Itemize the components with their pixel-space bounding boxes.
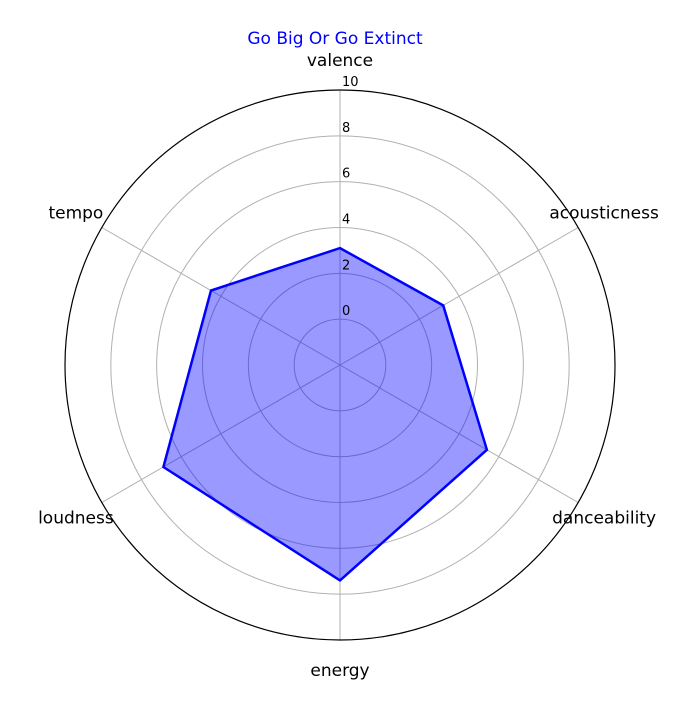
series-polygon (161, 246, 489, 582)
r-tick-label: 2 (342, 258, 350, 273)
tick-layer: 0 2 4 6 8 10 (342, 75, 359, 319)
category-label-danceability: danceability (552, 509, 656, 529)
category-label-tempo: tempo (48, 204, 103, 224)
polar-frame (64, 89, 616, 641)
chart-title: Go Big Or Go Extinct (247, 29, 423, 49)
category-label-loudness: loudness (38, 509, 114, 529)
series-layer (161, 246, 489, 582)
r-tick-label: 4 (342, 213, 350, 228)
grid-spoke (101, 364, 341, 503)
r-tick-label: 0 (342, 304, 350, 319)
category-label-energy: energy (310, 661, 369, 681)
category-label-valence: valence (307, 51, 373, 71)
r-tick-label: 10 (342, 75, 359, 90)
r-tick-label: 8 (342, 121, 350, 136)
grid-spoke (101, 227, 341, 366)
category-label-acousticness: acousticness (549, 204, 659, 224)
grid-layer (64, 89, 616, 641)
grid-spoke (339, 227, 579, 366)
r-tick-label: 6 (342, 167, 350, 182)
label-layer: valence acousticness danceability energy lou… (38, 51, 659, 681)
grid-spoke (339, 364, 579, 503)
